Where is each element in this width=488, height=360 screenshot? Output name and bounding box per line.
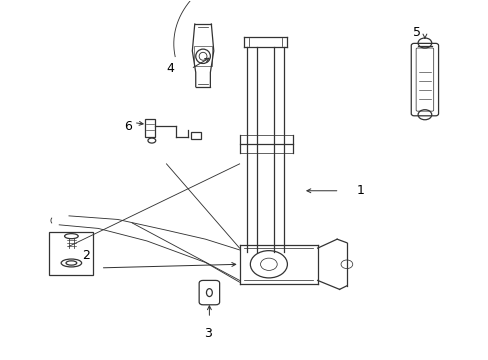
Text: 3: 3	[203, 327, 211, 340]
Text: 5: 5	[412, 27, 420, 40]
Text: 4: 4	[165, 62, 173, 75]
Text: 2: 2	[82, 249, 90, 262]
Text: 6: 6	[124, 120, 132, 133]
Text: 1: 1	[356, 184, 364, 197]
